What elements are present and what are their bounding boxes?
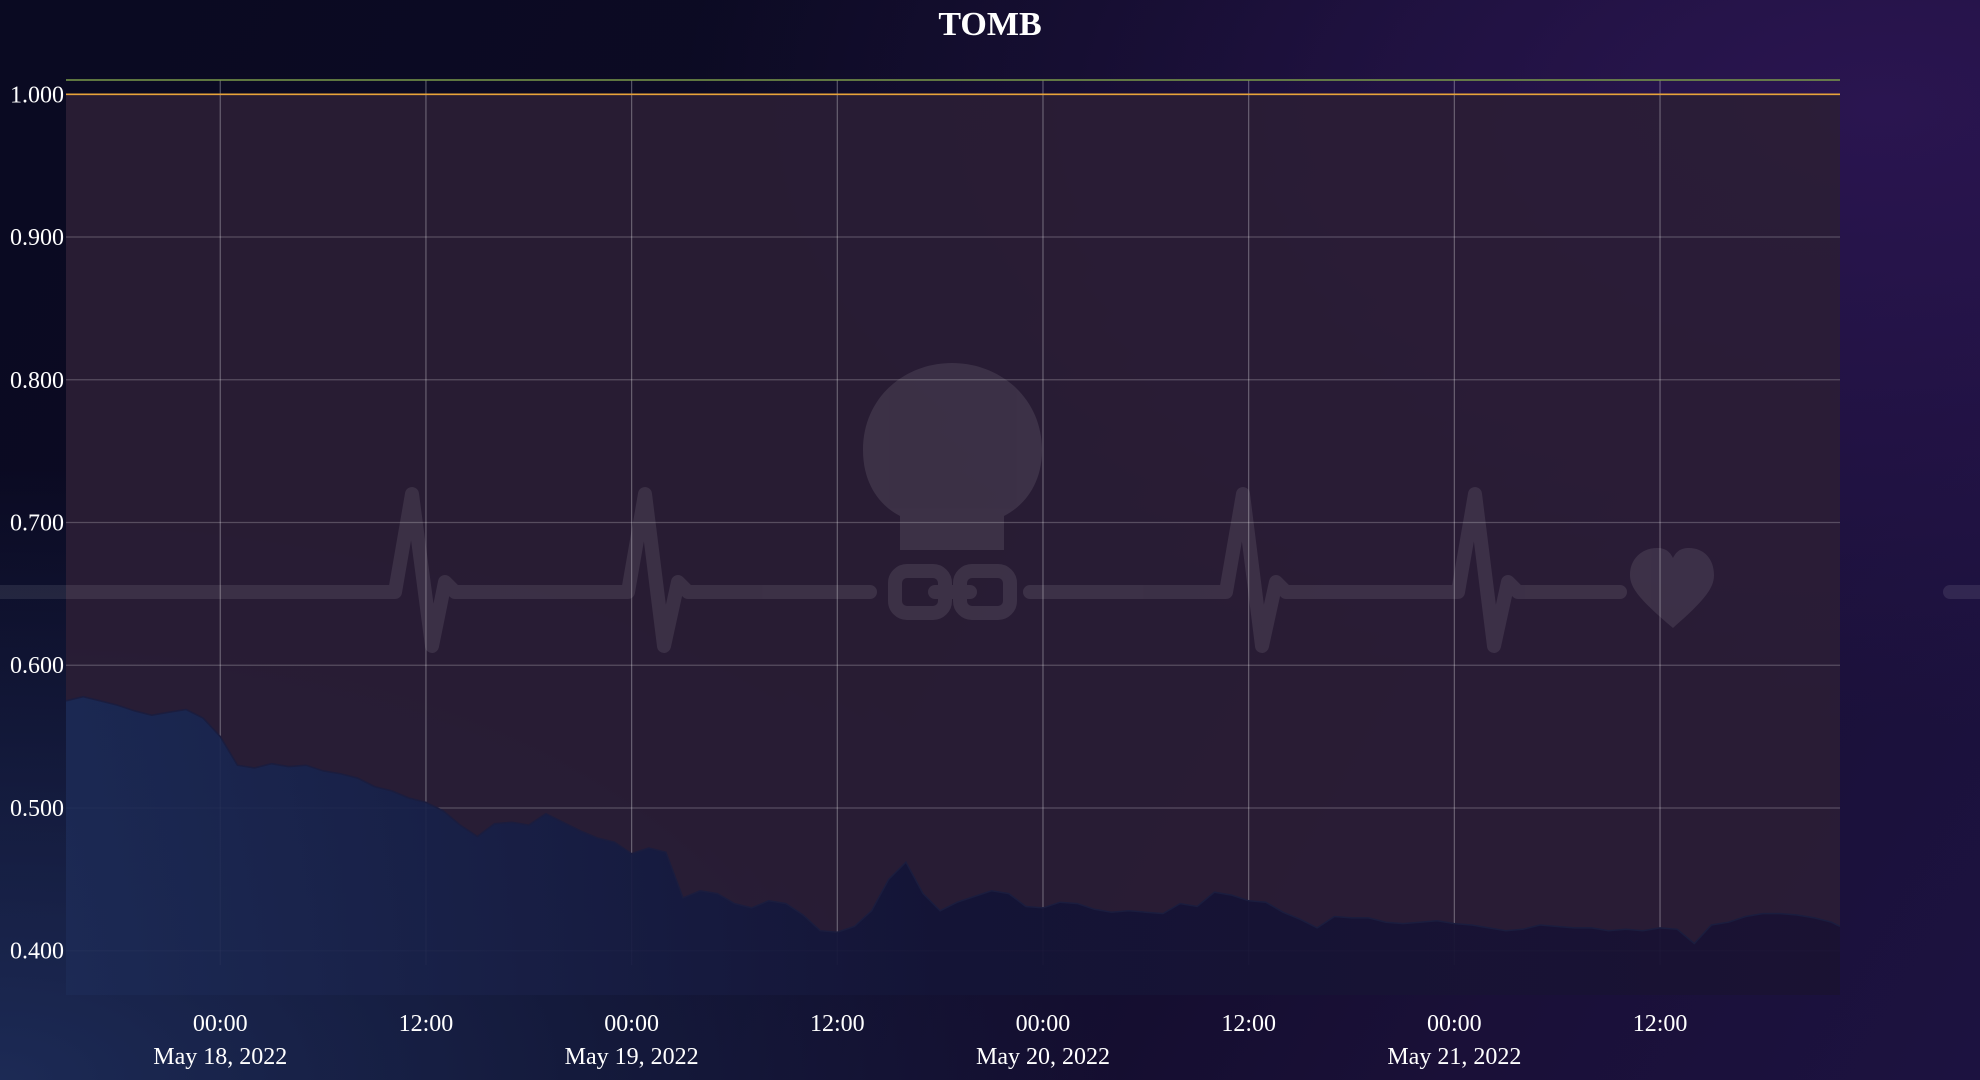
x-tick-label: 00:00	[1427, 1011, 1482, 1037]
y-tick-label: 0.400	[10, 939, 64, 965]
chart-title: TOMB	[938, 6, 1042, 43]
x-tick-label: 00:00	[604, 1011, 659, 1037]
y-axis: 0.400 0.500 0.600 0.700 0.800 0.900 1.000	[10, 82, 64, 964]
gap-area-layer	[66, 94, 1840, 944]
y-tick-label: 0.900	[10, 225, 64, 251]
x-tick-label: 00:00	[1016, 1011, 1071, 1037]
y-tick-label: 0.800	[10, 368, 64, 394]
series-layer	[65, 695, 1841, 995]
x-tick-date-label: May 19, 2022	[565, 1044, 699, 1070]
x-tick-date-label: May 21, 2022	[1387, 1044, 1521, 1070]
y-tick-label: 0.700	[10, 511, 64, 537]
series-line	[65, 695, 1841, 945]
x-tick-label: 00:00	[193, 1011, 248, 1037]
y-tick-label: 1.000	[10, 82, 64, 108]
y-tick-label: 0.500	[10, 796, 64, 822]
x-tick-label: 12:00	[399, 1011, 454, 1037]
x-tick-label: 12:00	[810, 1011, 865, 1037]
x-tick-label: 12:00	[1633, 1011, 1688, 1037]
gap-area	[66, 94, 1840, 944]
x-tick-date-label: May 18, 2022	[153, 1044, 287, 1070]
x-tick-label: 12:00	[1221, 1011, 1276, 1037]
series-area	[66, 696, 1840, 995]
reference-lines	[66, 79, 1840, 96]
heartbeat-skull-watermark-icon	[0, 363, 1980, 653]
x-tick-date-label: May 20, 2022	[976, 1044, 1110, 1070]
x-axis: 00:00 May 18, 2022 12:00 00:00 May 19, 2022 1…	[153, 1011, 1687, 1070]
y-tick-label: 0.600	[10, 653, 64, 679]
gridlines	[66, 80, 1840, 965]
